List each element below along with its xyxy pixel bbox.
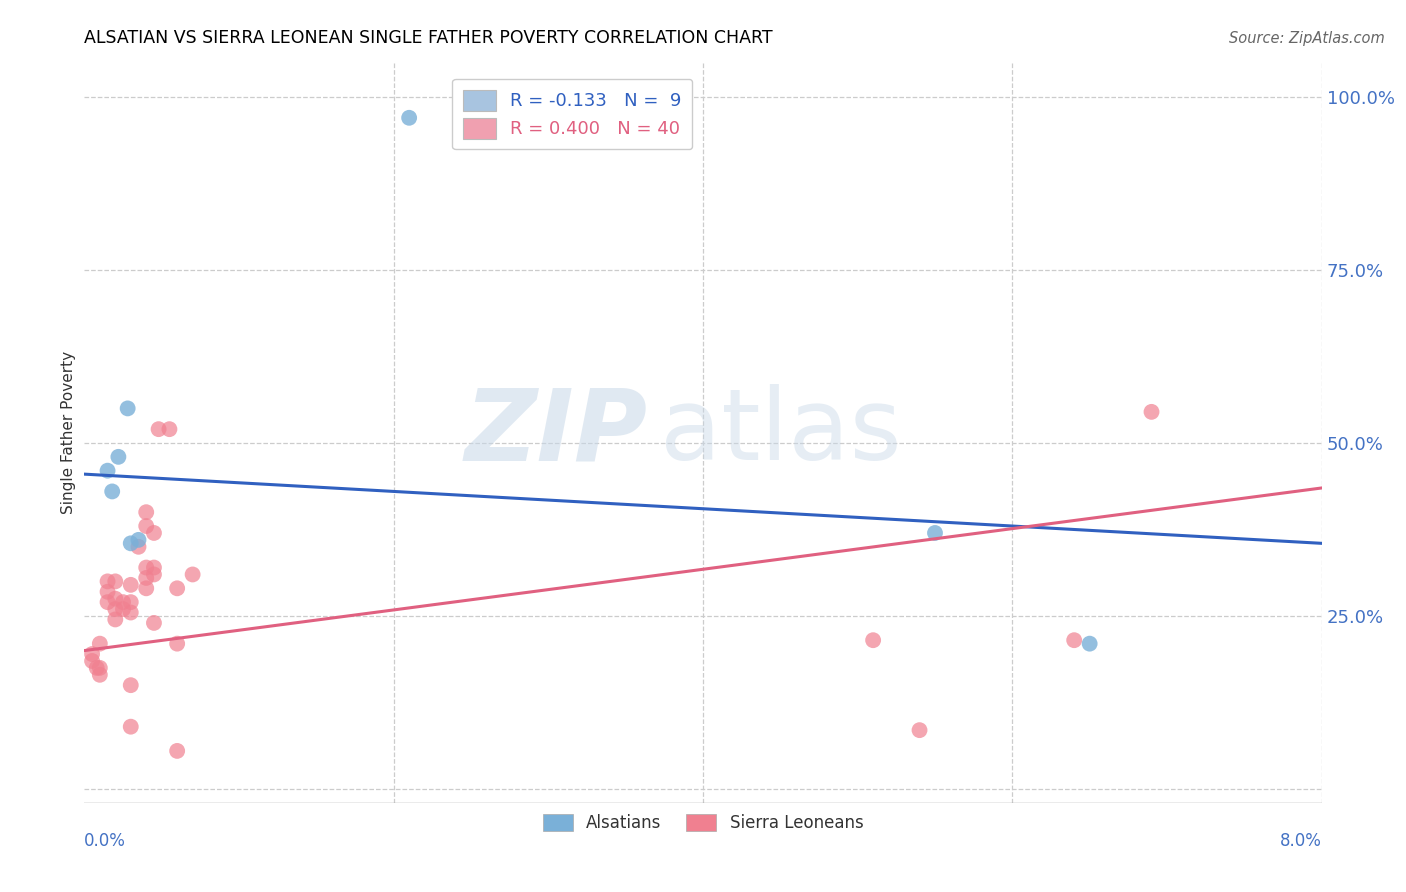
Point: [1063, 633, 1085, 648]
Y-axis label: Single Father Poverty: Single Father Poverty: [60, 351, 76, 514]
Point: [135, 560, 157, 574]
Point: [112, 602, 135, 616]
Point: [135, 582, 157, 596]
Point: [117, 401, 139, 416]
Point: [398, 111, 420, 125]
Point: [908, 723, 931, 738]
Point: [166, 744, 188, 758]
Point: [101, 484, 124, 499]
Point: [89, 667, 111, 681]
Point: [166, 637, 188, 651]
Point: [107, 450, 129, 464]
Point: [143, 615, 166, 630]
Point: [924, 525, 946, 540]
Point: [127, 533, 149, 547]
Point: [1140, 405, 1163, 419]
Text: 0.0%: 0.0%: [84, 832, 127, 850]
Point: [159, 422, 180, 436]
Text: Source: ZipAtlas.com: Source: ZipAtlas.com: [1229, 31, 1385, 46]
Text: atlas: atlas: [659, 384, 901, 481]
Text: ALSATIAN VS SIERRA LEONEAN SINGLE FATHER POVERTY CORRELATION CHART: ALSATIAN VS SIERRA LEONEAN SINGLE FATHER…: [84, 29, 773, 47]
Point: [120, 578, 142, 592]
Point: [181, 567, 204, 582]
Text: 8.0%: 8.0%: [1279, 832, 1322, 850]
Point: [120, 595, 142, 609]
Point: [104, 602, 127, 616]
Point: [89, 637, 111, 651]
Legend: Alsatians, Sierra Leoneans: Alsatians, Sierra Leoneans: [536, 807, 870, 838]
Point: [135, 519, 157, 533]
Point: [96, 584, 118, 599]
Point: [148, 422, 170, 436]
Point: [120, 720, 142, 734]
Point: [143, 567, 166, 582]
Point: [96, 464, 118, 478]
Point: [862, 633, 884, 648]
Point: [104, 574, 127, 589]
Point: [127, 540, 149, 554]
Point: [82, 647, 104, 661]
Point: [166, 582, 188, 596]
Point: [82, 654, 104, 668]
Point: [112, 595, 135, 609]
Point: [135, 571, 157, 585]
Point: [104, 591, 127, 606]
Point: [89, 661, 111, 675]
Point: [96, 595, 118, 609]
Point: [120, 536, 142, 550]
Point: [143, 560, 166, 574]
Point: [96, 574, 118, 589]
Point: [86, 661, 108, 675]
Point: [135, 505, 157, 519]
Point: [143, 525, 166, 540]
Point: [120, 606, 142, 620]
Point: [1078, 637, 1101, 651]
Text: ZIP: ZIP: [464, 384, 647, 481]
Point: [104, 612, 127, 626]
Point: [120, 678, 142, 692]
